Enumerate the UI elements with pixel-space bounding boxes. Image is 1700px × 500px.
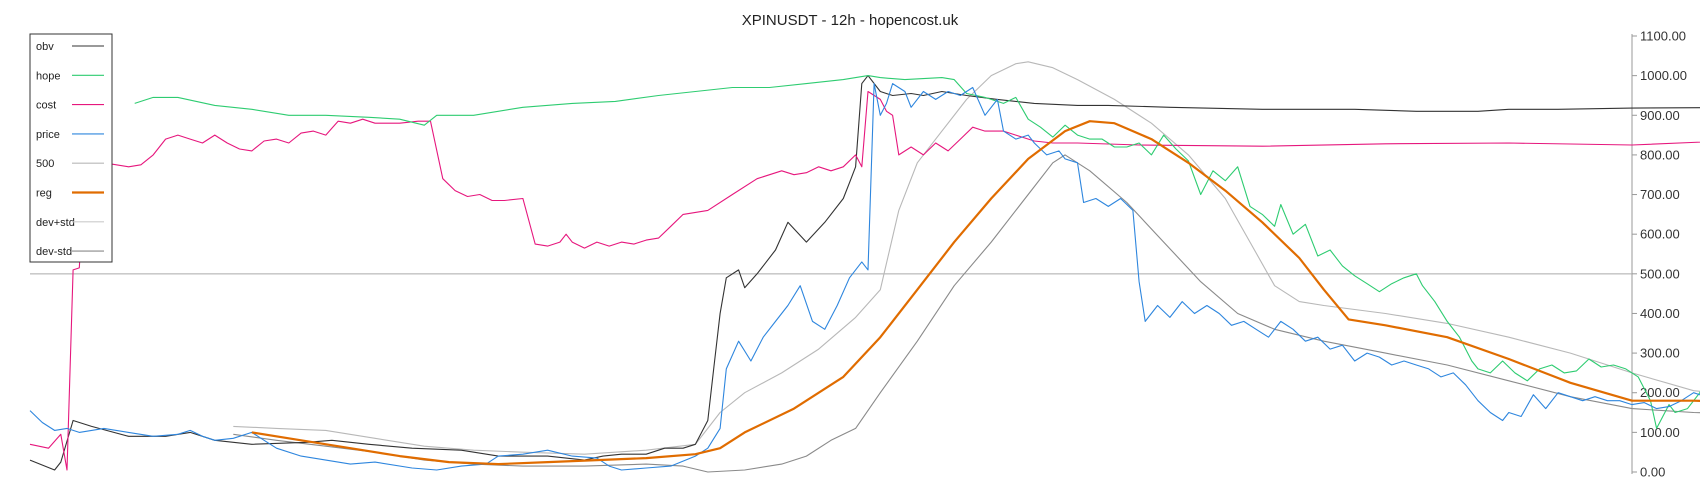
y-tick-label: 1000.00 — [1640, 68, 1687, 83]
series-line-price — [29, 83, 1700, 471]
series-line-reg — [251, 120, 1700, 466]
y-tick-label: 100.00 — [1640, 425, 1680, 440]
y-tick-label: 300.00 — [1640, 346, 1680, 361]
legend-label: price — [36, 129, 60, 141]
series-line-cost — [29, 90, 1700, 471]
y-tick-label: 800.00 — [1640, 147, 1680, 162]
y-tick-label: 400.00 — [1640, 306, 1680, 321]
y-tick-label: 200.00 — [1640, 385, 1680, 400]
series-line-dev-std — [233, 154, 1700, 473]
y-tick-label: 700.00 — [1640, 187, 1680, 202]
legend: obv hope cost price 500 reg dev+std dev-std — [29, 33, 113, 263]
legend-label: obv — [36, 41, 54, 53]
series-line-500 — [233, 61, 1700, 455]
y-tick-label: 900.00 — [1640, 108, 1680, 123]
legend-label: cost — [36, 100, 56, 112]
series-line-obv — [29, 75, 1700, 471]
y-tick-label: 500.00 — [1640, 266, 1680, 281]
legend-label: dev+std — [36, 217, 75, 229]
y-tick-label: 1100.00 — [1640, 29, 1686, 44]
y-tick-label: 0.00 — [1640, 465, 1665, 480]
series-line-hope — [134, 75, 1700, 429]
legend-label: hope — [36, 70, 60, 82]
legend-label: 500 — [36, 158, 54, 170]
y-tick-label: 600.00 — [1640, 227, 1680, 242]
chart-title: XPINUSDT - 12h - hopencost.uk — [742, 12, 959, 29]
legend-label: dev-std — [36, 246, 72, 258]
legend-label: reg — [36, 188, 52, 200]
legend-box — [29, 33, 113, 263]
